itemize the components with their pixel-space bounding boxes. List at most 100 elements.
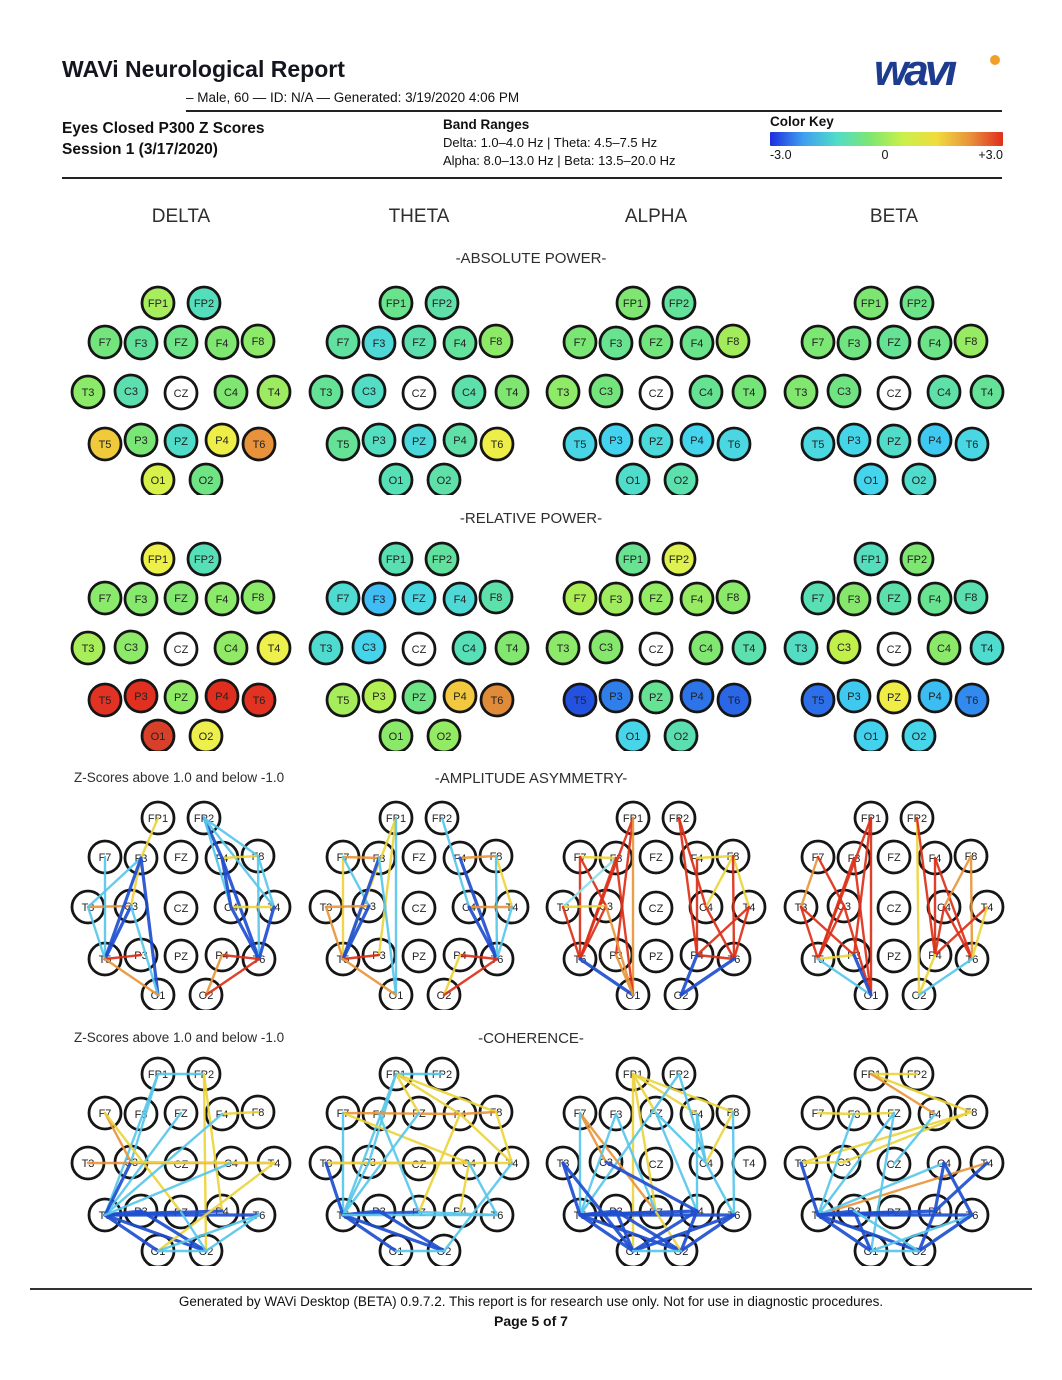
svg-text:T6: T6 [491,695,504,707]
head-map-absolute-alpha: FP1 FP2 F7 F3 FZ F4 F8 T3 C3 CZ C4 T4 T5 P3 PZ P4 T6 O1 O2 [506,283,770,495]
svg-text:T6: T6 [966,695,979,707]
svg-text:F8: F8 [965,336,978,348]
svg-text:CZ: CZ [174,388,189,400]
svg-text:FZ: FZ [887,593,901,605]
svg-text:P3: P3 [847,691,860,703]
svg-text:T5: T5 [337,439,350,451]
svg-text:PZ: PZ [412,951,426,963]
wavi-logo-text: wav [874,46,949,95]
svg-text:O1: O1 [151,475,166,487]
svg-text:C3: C3 [362,386,376,398]
svg-text:FP2: FP2 [432,298,452,310]
svg-text:T6: T6 [728,439,741,451]
svg-text:P4: P4 [928,435,941,447]
section-title-absolute: -ABSOLUTE POWER- [455,250,607,267]
svg-text:F7: F7 [812,593,825,605]
svg-text:T6: T6 [491,439,504,451]
svg-text:C3: C3 [362,642,376,654]
svg-text:T5: T5 [337,695,350,707]
svg-text:FP1: FP1 [623,554,643,566]
color-key-mid: 0 [881,148,889,162]
svg-text:O1: O1 [626,731,641,743]
color-key: Color Key -3.0 0 +3.0 [770,114,1003,162]
svg-text:T5: T5 [812,439,825,451]
svg-text:PZ: PZ [174,436,188,448]
svg-text:FZ: FZ [649,852,663,864]
svg-text:F3: F3 [135,594,148,606]
svg-text:FP1: FP1 [386,298,406,310]
svg-text:P3: P3 [847,435,860,447]
svg-text:CZ: CZ [887,644,902,656]
svg-text:FP2: FP2 [194,554,214,566]
svg-text:T4: T4 [981,643,994,655]
svg-text:CZ: CZ [649,644,664,656]
svg-text:T6: T6 [253,695,266,707]
svg-text:F8: F8 [727,336,740,348]
svg-text:FZ: FZ [174,852,188,864]
section-title-relative: -RELATIVE POWER- [459,510,603,527]
svg-text:FP1: FP1 [623,298,643,310]
zscore-note-asymmetry: Z-Scores above 1.0 and below -1.0 [74,770,285,785]
color-key-max: +3.0 [978,148,1003,162]
svg-text:FP2: FP2 [907,554,927,566]
svg-text:F4: F4 [691,594,704,606]
svg-text:O1: O1 [864,475,879,487]
svg-text:FP2: FP2 [194,298,214,310]
svg-text:P3: P3 [372,435,385,447]
band-header-delta: DELTA [151,206,211,227]
svg-text:F4: F4 [216,338,229,350]
head-map-relative-beta: FP1 FP2 F7 F3 FZ F4 F8 T3 C3 CZ C4 T4 T5 P3 PZ P4 T6 O1 O2 [744,539,1008,751]
svg-text:F4: F4 [929,594,942,606]
svg-text:FZ: FZ [412,337,426,349]
head-map-relative-delta: FP1 FP2 F7 F3 FZ F4 F8 T3 C3 CZ C4 T4 T5 P3 PZ P4 T6 O1 O2 [31,539,295,751]
svg-text:C4: C4 [699,387,713,399]
svg-text:C4: C4 [937,643,951,655]
svg-text:F7: F7 [99,337,112,349]
svg-text:CZ: CZ [412,903,427,915]
svg-text:FP1: FP1 [148,554,168,566]
color-key-title: Color Key [770,114,834,129]
svg-text:T4: T4 [981,387,994,399]
svg-text:C4: C4 [699,643,713,655]
svg-text:CZ: CZ [887,388,902,400]
svg-text:PZ: PZ [649,436,663,448]
svg-text:CZ: CZ [412,644,427,656]
svg-text:F7: F7 [99,593,112,605]
svg-text:F7: F7 [337,337,350,349]
svg-text:T4: T4 [268,387,281,399]
svg-text:FP1: FP1 [861,298,881,310]
svg-text:P3: P3 [134,435,147,447]
svg-text:FP2: FP2 [907,298,927,310]
svg-text:T3: T3 [557,643,570,655]
svg-text:F4: F4 [691,338,704,350]
svg-text:T3: T3 [557,387,570,399]
svg-text:F3: F3 [610,338,623,350]
svg-text:T4: T4 [506,387,519,399]
svg-text:P4: P4 [453,435,466,447]
svg-text:P4: P4 [928,691,941,703]
svg-text:T6: T6 [966,439,979,451]
svg-text:F3: F3 [373,338,386,350]
svg-text:T5: T5 [812,695,825,707]
svg-text:T6: T6 [728,695,741,707]
svg-text:P4: P4 [215,435,228,447]
svg-text:C3: C3 [599,386,613,398]
svg-text:F8: F8 [252,336,265,348]
svg-text:FP1: FP1 [861,554,881,566]
svg-text:T4: T4 [268,643,281,655]
svg-text:FZ: FZ [174,337,188,349]
svg-text:C4: C4 [937,387,951,399]
footer-page-number: Page 5 of 7 [494,1313,568,1329]
svg-text:O2: O2 [674,475,689,487]
svg-text:F3: F3 [848,594,861,606]
svg-text:F4: F4 [454,338,467,350]
head-map-absolute-theta: FP1 FP2 F7 F3 FZ F4 F8 T3 C3 CZ C4 T4 T5 P3 PZ P4 T6 O1 O2 [269,283,533,495]
head-map-relative-alpha: FP1 FP2 F7 F3 FZ F4 F8 T3 C3 CZ C4 T4 T5 P3 PZ P4 T6 O1 O2 [506,539,770,751]
svg-text:FZ: FZ [887,337,901,349]
svg-text:FP2: FP2 [432,554,452,566]
svg-text:CZ: CZ [174,903,189,915]
svg-text:F3: F3 [610,594,623,606]
section-title-asymmetry: -AMPLITUDE ASYMMETRY- [434,770,628,787]
